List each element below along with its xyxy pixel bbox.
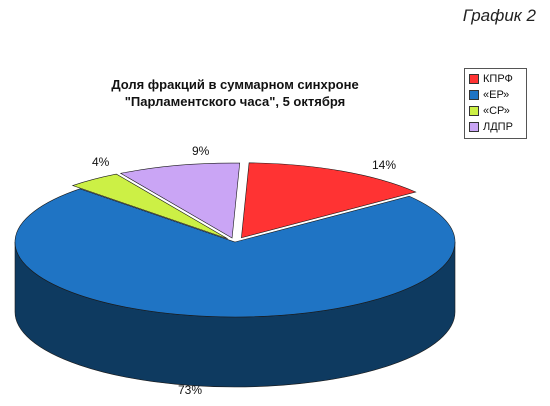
legend-item-kprf: КПРФ [469, 71, 522, 87]
chart-title-line-2: "Парламентского часа", 5 октября [124, 94, 346, 109]
slice-er [14, 188, 456, 318]
legend-swatch-er [469, 90, 479, 100]
legend-swatch-kprf [469, 74, 479, 84]
legend-item-er: «ЕР» [469, 87, 522, 103]
legend-label-sr: «СР» [483, 105, 510, 117]
legend-label-kprf: КПРФ [483, 73, 513, 85]
legend-item-sr: «СР» [469, 103, 522, 119]
legend-swatch-ldpr [469, 122, 479, 132]
legend-swatch-sr [469, 106, 479, 116]
slice-label-kprf: 14% [372, 158, 397, 172]
legend-label-ldpr: ЛДПР [483, 121, 513, 133]
slice-label-sr: 4% [92, 155, 110, 169]
chart-title-line-1: Доля фракций в суммарном синхроне [111, 77, 359, 92]
slice-sr [71, 173, 228, 240]
legend-label-er: «ЕР» [483, 89, 510, 101]
chart-legend: КПРФ «ЕР» «СР» ЛДПР [464, 68, 527, 139]
slice-ldpr [119, 162, 241, 239]
slice-label-ldpr: 9% [192, 144, 210, 158]
chart-number-label: График 2 [462, 6, 536, 25]
legend-item-ldpr: ЛДПР [469, 119, 522, 135]
chart-title: Доля фракций в суммарном синхроне "Парла… [60, 76, 410, 110]
slice-label-er: 73% [178, 383, 203, 397]
slice-kprf [241, 162, 417, 239]
